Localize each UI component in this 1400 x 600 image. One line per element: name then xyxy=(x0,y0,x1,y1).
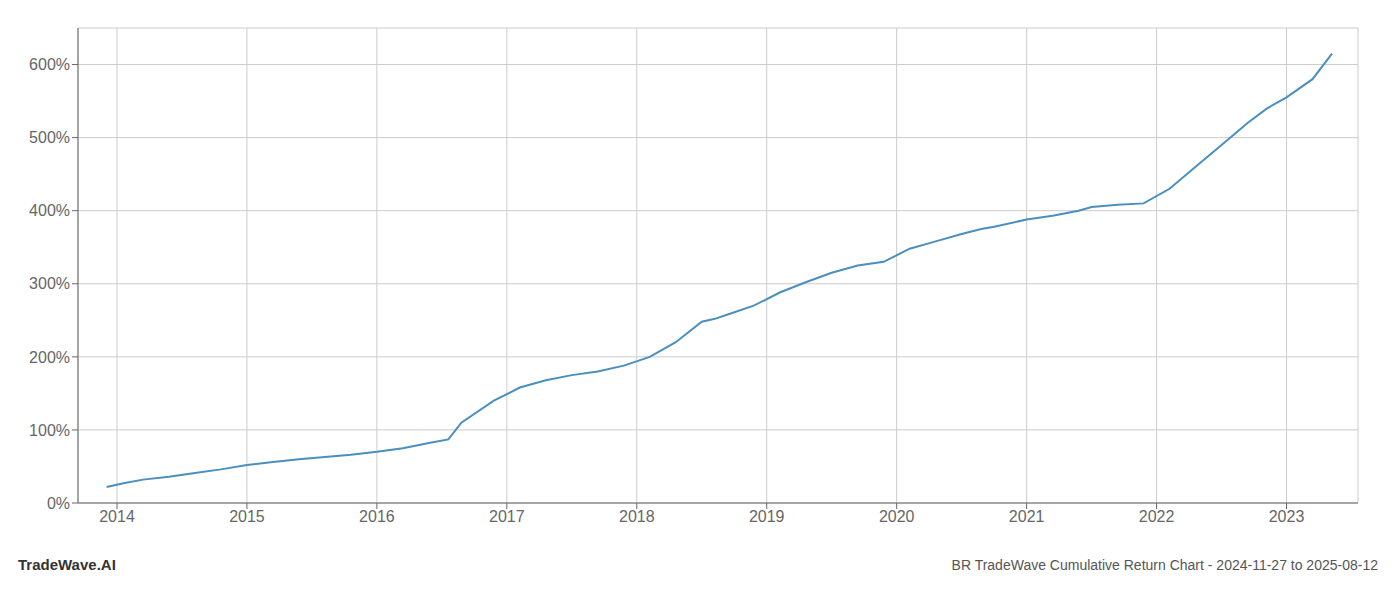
svg-text:2022: 2022 xyxy=(1139,508,1175,525)
svg-text:2017: 2017 xyxy=(489,508,525,525)
svg-text:200%: 200% xyxy=(29,349,70,366)
svg-text:600%: 600% xyxy=(29,56,70,73)
svg-text:2015: 2015 xyxy=(229,508,265,525)
svg-text:2021: 2021 xyxy=(1009,508,1045,525)
svg-text:100%: 100% xyxy=(29,422,70,439)
svg-text:2014: 2014 xyxy=(99,508,135,525)
svg-text:0%: 0% xyxy=(47,495,70,512)
html-text:BR TradeWave Cumulative Return: BR TradeWave Cumulative Return Chart - 2… xyxy=(951,557,1378,573)
svg-text:2016: 2016 xyxy=(359,508,395,525)
svg-text:2019: 2019 xyxy=(749,508,785,525)
svg-text:500%: 500% xyxy=(29,129,70,146)
svg-text:2023: 2023 xyxy=(1269,508,1305,525)
svg-text:2018: 2018 xyxy=(619,508,655,525)
html-text:TradeWave.AI: TradeWave.AI xyxy=(18,556,116,573)
svg-text:2020: 2020 xyxy=(879,508,915,525)
svg-text:400%: 400% xyxy=(29,202,70,219)
svg-text:300%: 300% xyxy=(29,275,70,292)
